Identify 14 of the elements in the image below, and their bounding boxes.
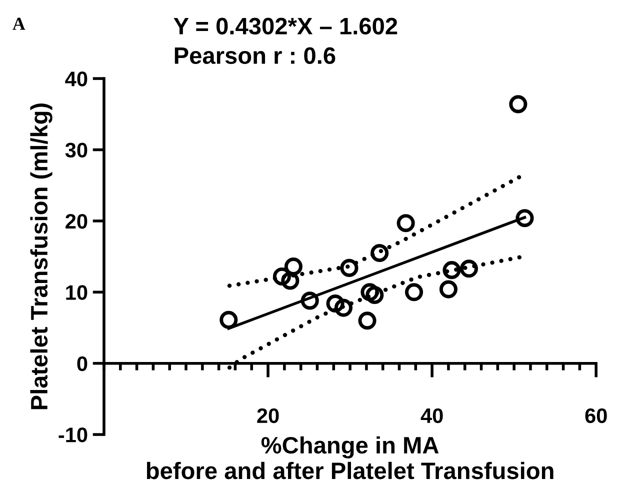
y-axis-title: Platelet Transfusion (ml/kg) [30, 104, 52, 410]
text: Y = 0.4302*X – 1.602 [174, 18, 398, 35]
y-tick-label: 30 [65, 142, 88, 158]
text: Pearson r : 0.6 [174, 47, 336, 64]
y-tick-label: 20 [66, 214, 88, 229]
y-tick-label: -10 [58, 428, 88, 442]
x-tick-label: 20 [257, 408, 279, 424]
x-tick-label: 40 [420, 408, 443, 424]
y-tick-label: 0 [77, 356, 88, 372]
y-tick-label: 10 [66, 285, 88, 300]
x-tick-label: 60 [585, 408, 607, 424]
y-tick-label: 40 [65, 72, 88, 86]
x-axis-title: %Change in MA before and after Platelet Transfusion [146, 436, 554, 480]
text: A [12, 18, 26, 30]
